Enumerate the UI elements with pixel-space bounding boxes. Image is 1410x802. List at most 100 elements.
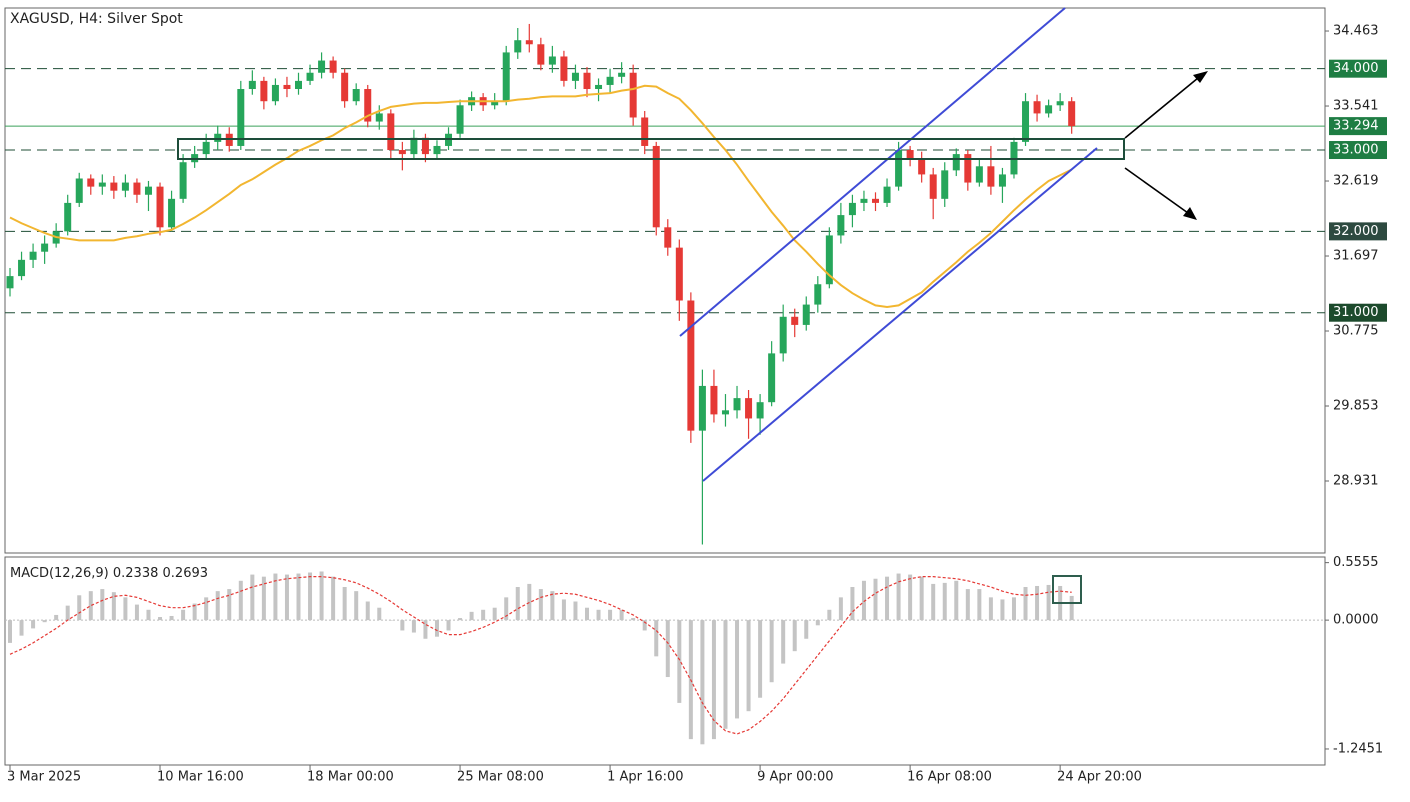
candle-body <box>202 141 210 155</box>
candle-body <box>987 166 995 187</box>
candle-body <box>641 117 649 146</box>
chart-title: XAGUSD, H4: Silver Spot <box>10 11 183 27</box>
candle-body <box>941 170 949 199</box>
macd-bar <box>31 620 36 629</box>
level-label-bg <box>1329 59 1387 78</box>
level-label-bg <box>1329 303 1387 322</box>
macd-bar <box>919 576 924 621</box>
macd-bar <box>885 576 890 621</box>
macd-bar <box>42 620 47 623</box>
candle-body <box>306 72 314 81</box>
macd-bar <box>204 597 209 621</box>
macd-bar <box>354 591 359 621</box>
candle-body <box>214 133 222 142</box>
candle-body <box>1033 101 1041 114</box>
macd-bar <box>284 574 289 621</box>
candle-body <box>837 215 845 236</box>
macd-bar <box>227 589 232 621</box>
candle-body <box>64 202 72 232</box>
macd-bar <box>977 589 982 621</box>
macd-bar <box>146 609 151 621</box>
macd-bar <box>158 617 163 621</box>
channel-lower <box>702 147 1098 482</box>
candle-body <box>433 145 441 155</box>
candle-body <box>525 40 533 45</box>
candle-body <box>237 89 245 146</box>
candle-body <box>825 235 833 285</box>
macd-name: MACD(12,26,9) <box>10 566 109 581</box>
macd-bar <box>781 620 786 664</box>
macd-bar <box>1000 599 1005 621</box>
y-tick-label: 0.0000 <box>1333 613 1379 628</box>
candle-body <box>421 137 429 155</box>
candle-body <box>895 150 903 187</box>
level-label: 31.000 <box>1333 305 1379 320</box>
macd-bar <box>665 620 670 678</box>
x-tick-label: 1 Apr 16:00 <box>607 770 684 785</box>
macd-bar <box>411 620 416 633</box>
candle-body <box>329 60 337 73</box>
candle-body <box>975 166 983 183</box>
macd-bar <box>19 620 24 636</box>
macd-bar <box>134 604 139 621</box>
macd-bar <box>527 583 532 621</box>
candle-body <box>248 80 256 90</box>
macd-bar <box>942 582 947 621</box>
candle-body <box>502 52 510 102</box>
candle-body <box>848 202 856 216</box>
macd-bar <box>861 580 866 621</box>
candle-body <box>318 60 326 73</box>
macd-bar <box>1011 597 1016 621</box>
candle-body <box>87 178 95 187</box>
arrow-up <box>1124 77 1199 139</box>
candle-body <box>814 284 822 305</box>
candle-body <box>721 410 729 415</box>
macd-bar <box>88 591 93 621</box>
macd-bar <box>215 591 220 621</box>
candle-body <box>144 186 152 195</box>
x-tick-label: 10 Mar 16:00 <box>157 770 244 785</box>
y-tick-label: 28.931 <box>1333 474 1379 489</box>
moving-average <box>9 84 1073 309</box>
candle-body <box>398 150 406 155</box>
candle-body <box>41 243 49 252</box>
candle-body <box>583 72 591 90</box>
macd-bar <box>608 609 613 621</box>
y-tick-label: 33.541 <box>1333 99 1379 114</box>
macd-bar <box>515 587 520 621</box>
candle-body <box>618 72 626 77</box>
arrow-down <box>1124 167 1189 214</box>
macd-bar <box>469 611 474 621</box>
candle-body <box>929 174 937 199</box>
macd-bar <box>954 580 959 621</box>
candle-body <box>1056 101 1064 106</box>
candle-body <box>260 80 268 102</box>
x-tick-label: 25 Mar 08:00 <box>457 770 544 785</box>
level-label: 33.000 <box>1333 143 1379 158</box>
candle-body <box>595 84 603 90</box>
candle-body <box>768 353 776 403</box>
level-label: 32.000 <box>1333 224 1379 239</box>
candle-body <box>6 276 14 289</box>
macd-bar <box>261 576 266 621</box>
macd-bar <box>446 620 451 631</box>
candle-body <box>560 56 568 81</box>
macd-bar <box>873 578 878 621</box>
macd-bar <box>573 601 578 621</box>
x-tick-label: 18 Mar 00:00 <box>307 770 394 785</box>
last-price-label: 33.294 <box>1333 119 1379 134</box>
macd-bar <box>238 580 243 621</box>
y-tick-label: -1.2451 <box>1333 741 1383 756</box>
candle-body <box>491 101 499 106</box>
macd-bar <box>838 597 843 621</box>
arrow-head <box>1183 207 1197 220</box>
macd-bar <box>273 573 278 621</box>
macd-bar <box>169 615 174 621</box>
macd-bar <box>827 609 832 621</box>
macd-bar <box>250 574 255 621</box>
macd-bar <box>804 620 809 639</box>
level-label-bg <box>1329 141 1387 160</box>
candle-body <box>606 76 614 85</box>
x-tick-label: 9 Apr 00:00 <box>757 770 834 785</box>
